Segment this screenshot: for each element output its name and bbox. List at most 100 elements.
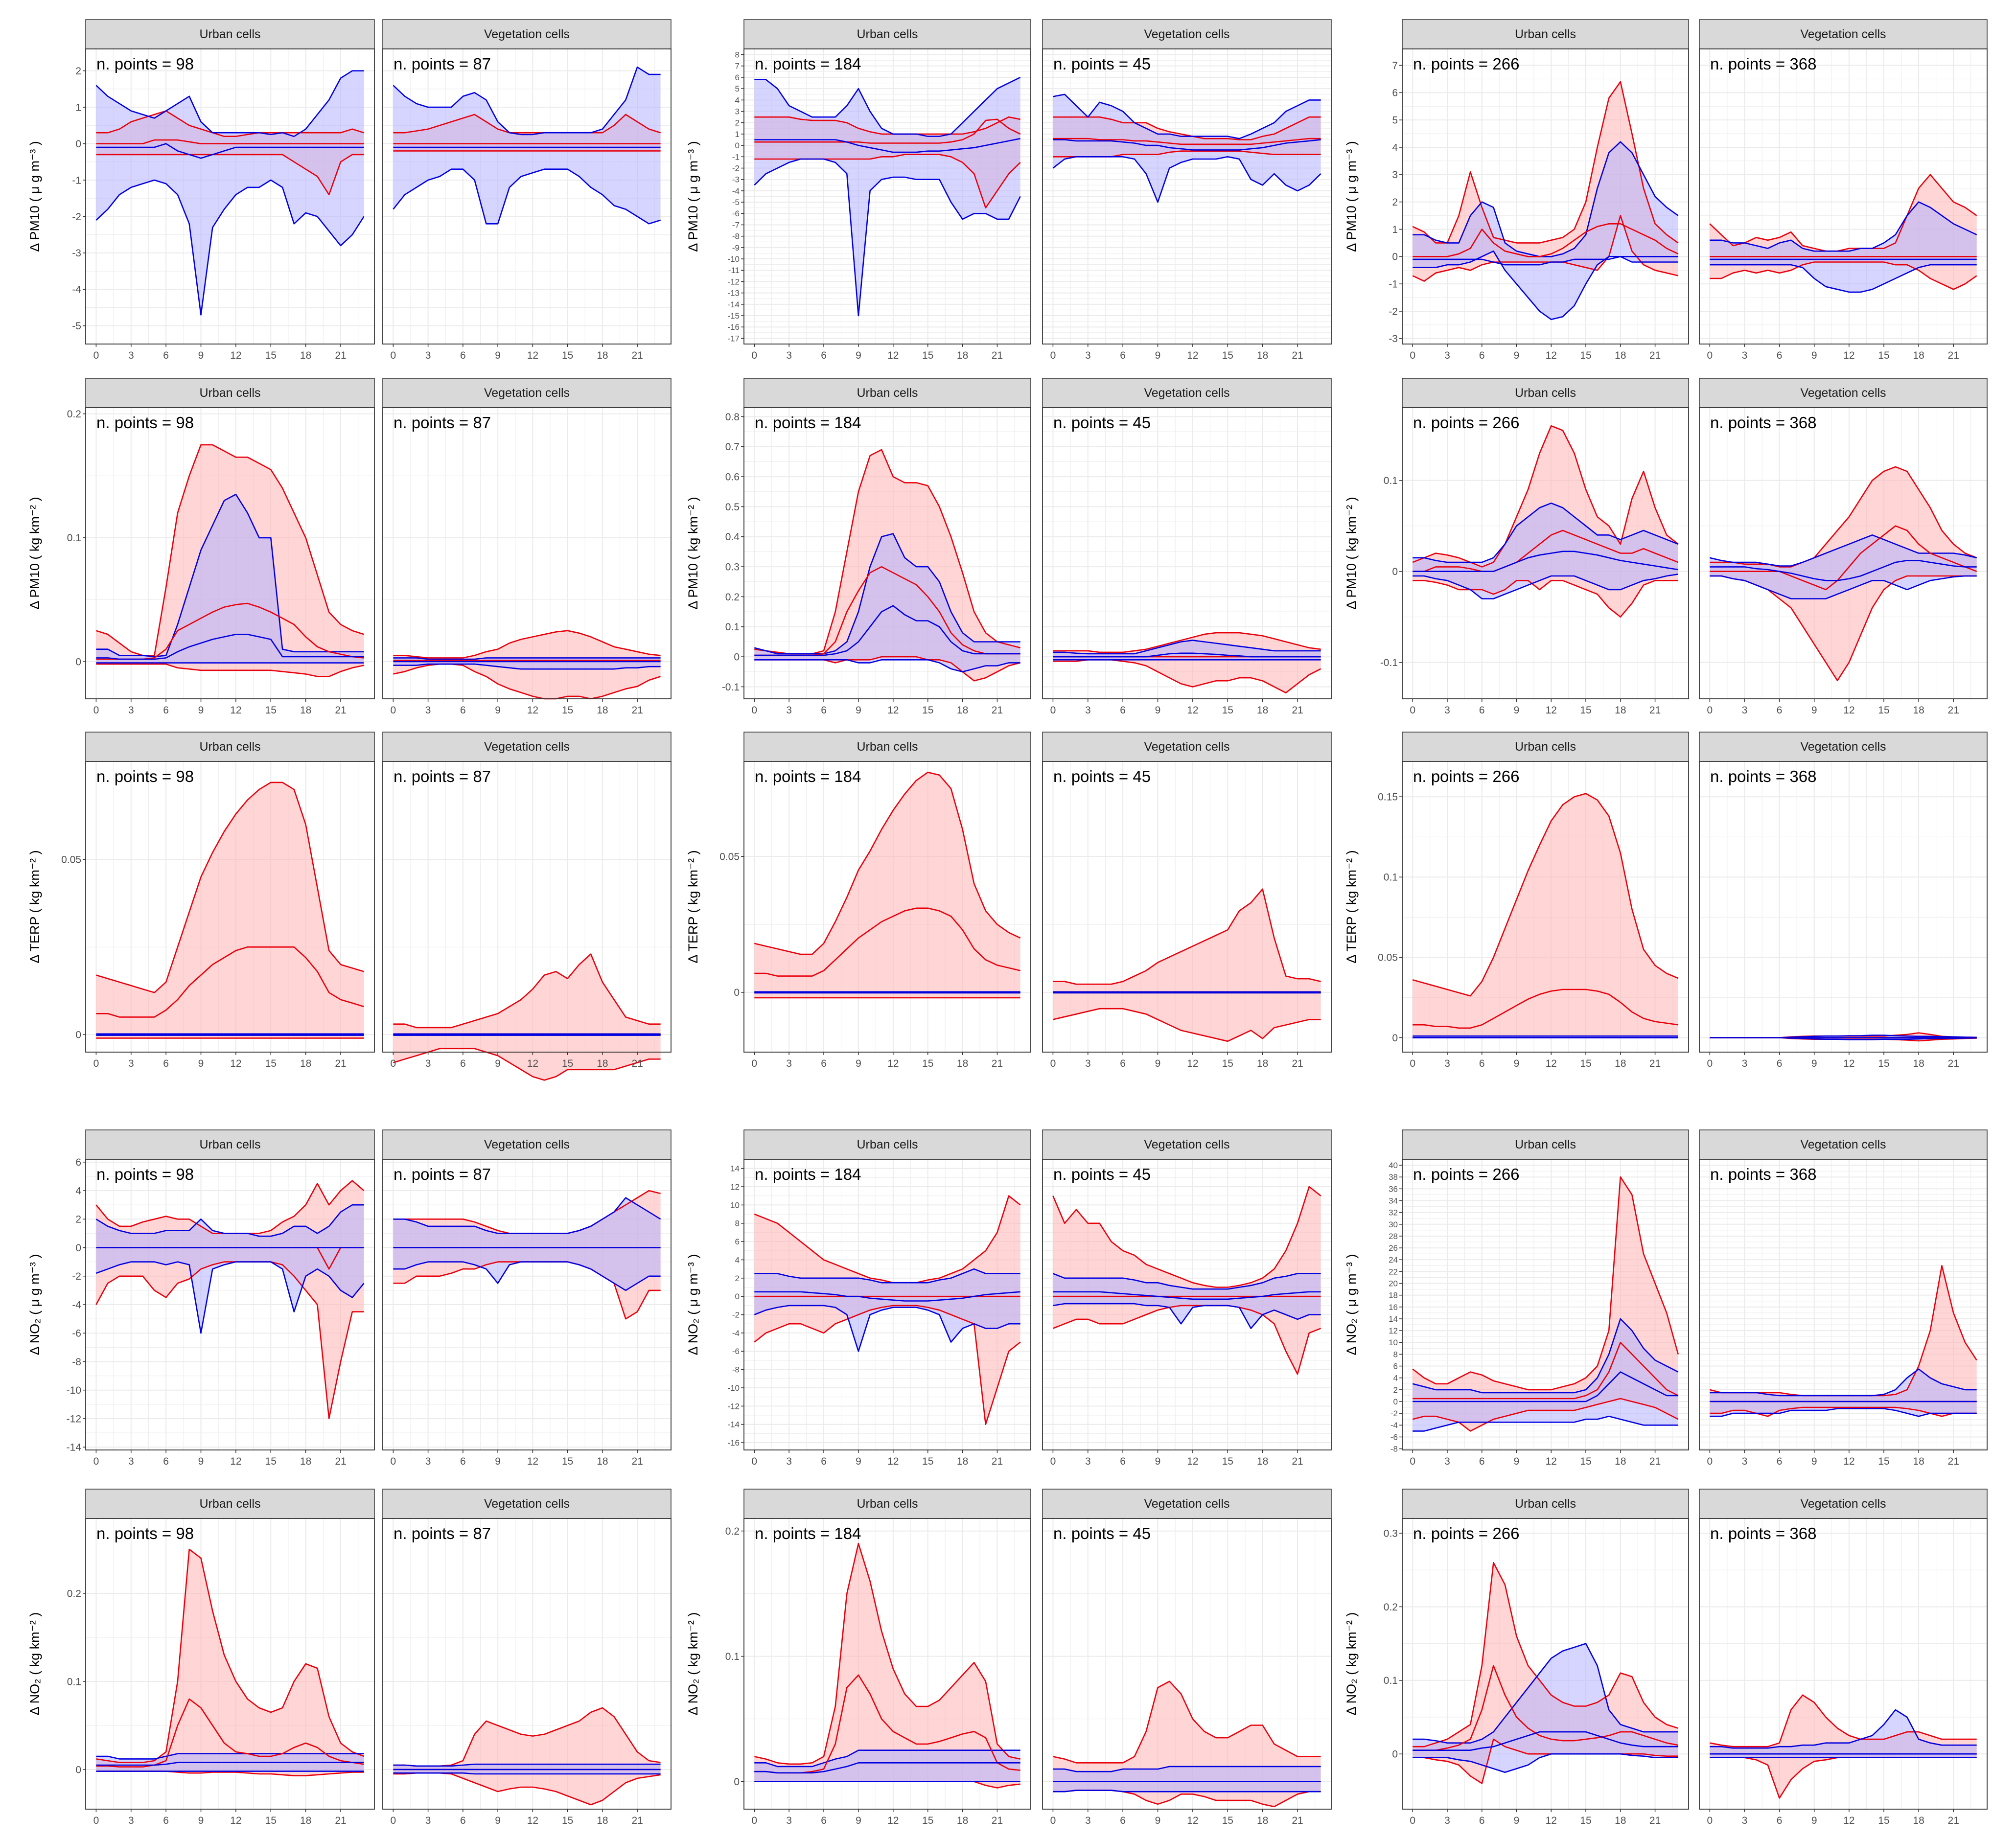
- red-upper-line: [1053, 1680, 1321, 1764]
- x-tick-label: 3: [786, 350, 792, 361]
- panel-border: [1042, 1159, 1332, 1450]
- y-tick-label: 0.05: [61, 854, 81, 866]
- x-tick-label: 9: [198, 1456, 204, 1467]
- x-tick-label: 9: [1155, 705, 1161, 716]
- x-tick-label: 18: [1615, 350, 1626, 361]
- x-tick-label: 3: [1085, 1456, 1091, 1467]
- panel-urban: Urban cells n. points = 266 0 3 6 9 12 15 18 21: [1402, 1129, 1689, 1467]
- facet-strip: [382, 1129, 672, 1160]
- y-axis-label-base: Δ TERP: [686, 913, 700, 964]
- x-tick-label: 3: [1444, 1456, 1450, 1467]
- x-tick-label: 0: [751, 705, 757, 716]
- x-tick-label: 9: [1155, 1456, 1161, 1467]
- x-tick-label: 15: [562, 1815, 573, 1826]
- red-upper-line: [1413, 1562, 1679, 1747]
- x-axis: 0 3 6 9 12 15 18 21: [1410, 1052, 1661, 1069]
- red-median-line: [754, 907, 1021, 977]
- y-tick-label: 0.1: [67, 1676, 81, 1687]
- x-tick-label: 3: [786, 1456, 792, 1467]
- blue-upper-line: [96, 1753, 364, 1760]
- y-tick-label: 0: [735, 1292, 740, 1301]
- x-tick-label: 6: [821, 350, 827, 361]
- red-upper-line: [1053, 632, 1321, 653]
- facet-strip: [1699, 1489, 1988, 1519]
- facet-strip-label: Urban cells: [1515, 740, 1576, 754]
- y-tick-label: 0.2: [1384, 1602, 1398, 1613]
- x-axis: 0 3 6 9 12 15 18 21: [751, 1450, 1003, 1467]
- chart-r0-c1: Δ PM10 ( μ g m⁻³ )876543210-1-2-3-4-5-6-…: [686, 19, 1332, 361]
- x-tick-label: 15: [922, 1456, 933, 1467]
- facet-strip: [743, 1129, 1031, 1160]
- panel-vegetation: Vegetation cells n. points = 45 0 3 6 9 12 15 18…: [1042, 732, 1332, 1069]
- x-tick-label: 6: [1479, 350, 1485, 361]
- n-points-label: n. points = 266: [1413, 767, 1519, 785]
- y-axis-label-base: Δ NO₂: [686, 1315, 700, 1356]
- x-tick-label: 12: [1187, 1456, 1198, 1467]
- y-axis-label: Δ PM10 ( kg km⁻² ): [27, 497, 42, 609]
- red-upper-line: [393, 953, 661, 1029]
- n-points-label: n. points = 45: [1053, 767, 1151, 785]
- y-tick-label: 0.6: [725, 471, 740, 483]
- y-tick-label: -2: [72, 211, 81, 223]
- red-upper-line: [393, 630, 661, 659]
- panel-urban: Urban cells n. points = 98 0 3 6 9 12 15 18 21: [85, 1489, 375, 1826]
- y-axis-label-unit: ( μ g m⁻³ ): [686, 1254, 700, 1315]
- x-tick-label: 6: [460, 350, 466, 361]
- y-tick-label: -4: [1390, 1421, 1398, 1430]
- y-tick-label: -1: [1389, 279, 1398, 290]
- x-tick-label: 6: [1479, 1815, 1485, 1826]
- facet-strip-label: Vegetation cells: [1144, 1497, 1229, 1511]
- blue-lower-line: [1710, 575, 1977, 599]
- x-tick-label: 9: [1514, 1058, 1520, 1069]
- x-tick-label: 3: [128, 1815, 134, 1826]
- blue-median-line: [1413, 255, 1678, 266]
- x-tick-label: 18: [597, 1815, 608, 1826]
- y-tick-label: 0.2: [725, 592, 740, 603]
- chart-r3-c1: Δ NO₂ ( μ g m⁻³ ) 14 12 10 8 6 4 2 0 -2 -4 -6 -8 -10 -…: [686, 1129, 1332, 1467]
- red-lower-line: [1413, 1738, 1678, 1784]
- y-tick-label: -10: [727, 254, 740, 264]
- panel-vegetation: Vegetation cells n. points = 87 0 3 6 9 12 15 18…: [382, 1489, 672, 1826]
- facet-strip: [743, 19, 1031, 49]
- red-upper-line: [393, 114, 661, 134]
- x-tick-label: 12: [230, 705, 241, 716]
- x-tick-label: 21: [631, 350, 643, 361]
- x-tick-label: 9: [856, 1456, 861, 1467]
- x-axis: 0 3 6 9 12 15 18 21: [1050, 1809, 1303, 1826]
- x-tick-label: 0: [93, 350, 99, 361]
- panel-vegetation: Vegetation cells n. points = 87 0 3 6 9 12 15 18…: [382, 378, 672, 716]
- x-tick-label: 12: [527, 1456, 538, 1467]
- x-tick-label: 9: [856, 1815, 861, 1826]
- y-tick-label: 32: [1389, 1208, 1398, 1218]
- x-tick-label: 12: [527, 1815, 538, 1826]
- blue-median-line: [1710, 560, 1977, 581]
- x-tick-label: 6: [163, 1456, 169, 1467]
- facet-strip: [1402, 732, 1689, 762]
- blue-median-line: [1413, 1731, 1678, 1751]
- y-tick-label: -6: [72, 1328, 81, 1339]
- y-tick-label: -13: [727, 289, 740, 298]
- blue-band: [1053, 640, 1321, 660]
- blue-upper-line: [1413, 1643, 1678, 1744]
- y-axis-label-base: Δ TERP: [27, 913, 42, 964]
- facet-strip-label: Vegetation cells: [484, 1138, 570, 1151]
- panel-border: [382, 407, 672, 699]
- y-tick-label: 14: [1389, 1314, 1398, 1324]
- red-band: [96, 782, 364, 1038]
- x-tick-label: 18: [597, 705, 608, 716]
- x-tick-label: 12: [1843, 350, 1854, 361]
- blue-band: [393, 1197, 661, 1290]
- blue-upper-line: [1052, 1273, 1321, 1290]
- y-tick-label: 0.1: [1384, 475, 1398, 486]
- y-tick-label: 14: [730, 1164, 740, 1173]
- y-axis-label: Δ NO₂ ( kg km⁻² ): [27, 1612, 42, 1716]
- y-tick-label: -16: [727, 1438, 740, 1448]
- blue-lower-line: [95, 1261, 365, 1334]
- panel-border: [743, 1518, 1031, 1810]
- y-axis-label-unit: ( μ g m⁻³ ): [1344, 141, 1359, 202]
- grid: [1043, 49, 1331, 344]
- y-axis-label-unit: ( kg km⁻² ): [686, 850, 700, 913]
- y-axis-label: Δ NO₂ ( μ g m⁻³ ): [27, 1254, 42, 1356]
- x-tick-label: 15: [265, 1456, 277, 1467]
